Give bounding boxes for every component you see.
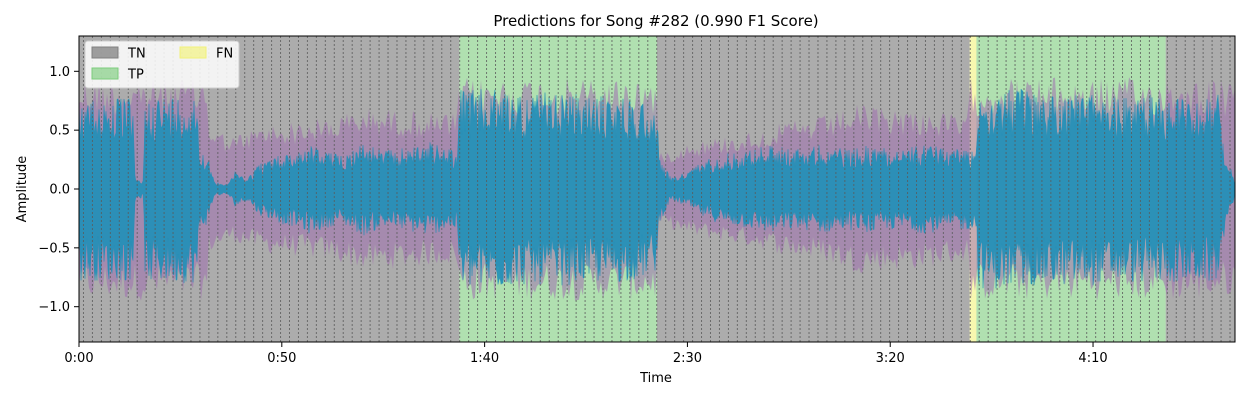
legend-swatch-fn	[179, 46, 207, 59]
x-tick-label: 0:50	[267, 351, 296, 366]
chart-title: Predictions for Song #282 (0.990 F1 Scor…	[493, 12, 818, 30]
legend-swatch-tp	[91, 67, 119, 80]
y-tick-label: 0.5	[49, 124, 70, 139]
y-tick-label: −1.0	[38, 300, 70, 315]
beat-lines	[82, 36, 1231, 342]
legend-label-tp: TP	[127, 68, 144, 83]
legend-label-fn: FN	[216, 47, 233, 62]
x-tick-label: 3:20	[876, 351, 905, 366]
legend-label-tn: TN	[127, 47, 146, 62]
x-tick-label: 4:10	[1078, 351, 1107, 366]
y-tick-label: −0.5	[38, 241, 70, 256]
y-tick-label: 1.0	[49, 65, 70, 80]
x-axis-ticks: 0:00 0:50 1:40 2:30 3:20 4:10	[64, 342, 1108, 366]
y-tick-label: 0.0	[49, 183, 70, 198]
x-axis-title: Time	[639, 371, 672, 386]
legend: TN TP FN	[84, 40, 240, 89]
y-axis-title: Amplitude	[15, 156, 30, 223]
legend-swatch-tn	[91, 46, 119, 59]
y-axis-ticks: 1.0 0.5 0.0 −0.5 −1.0	[38, 65, 79, 315]
x-tick-label: 2:30	[673, 351, 702, 366]
x-tick-label: 1:40	[470, 351, 499, 366]
x-tick-label: 0:00	[64, 351, 93, 366]
